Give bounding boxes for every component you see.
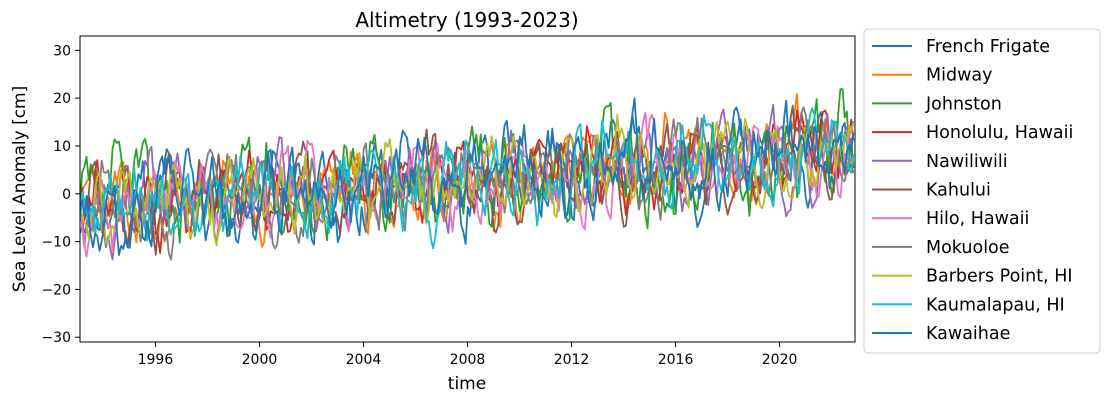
series-line (80, 99, 855, 256)
x-tick-label: 2012 (554, 352, 590, 368)
y-tick-label: 0 (62, 187, 71, 203)
x-tick-label: 2008 (450, 352, 486, 368)
y-axis: −30 −20 −10 0 10 20 30 (41, 43, 80, 346)
legend: French Frigate Midway Johnston Honolulu, Ha… (863, 28, 1101, 354)
legend-label: Mokuoloe (926, 238, 1010, 258)
legend-label: Nawiliwili (926, 152, 1008, 172)
legend-label: French Frigate (926, 37, 1050, 57)
y-axis-label: Sea Level Anomaly [cm] (10, 86, 30, 293)
legend-label: Johnston (925, 94, 1002, 114)
y-tick-label: 30 (53, 43, 71, 59)
legend-label: Kaumalapau, HI (926, 295, 1065, 315)
legend-label: Hilo, Hawaii (926, 209, 1029, 229)
x-tick-label: 2004 (346, 352, 382, 368)
legend-label: Midway (926, 66, 992, 86)
x-tick-label: 1996 (138, 352, 174, 368)
chart-title: Altimetry (1993-2023) (355, 8, 578, 32)
y-tick-label: 10 (53, 139, 71, 155)
series-layer (80, 88, 855, 261)
legend-label: Honolulu, Hawaii (926, 123, 1073, 143)
x-tick-label: 2000 (242, 352, 278, 368)
y-tick-label: −30 (41, 330, 71, 346)
legend-label: Kahului (926, 181, 991, 201)
y-tick-label: −20 (41, 282, 71, 298)
legend-box (863, 28, 1101, 354)
x-tick-label: 2020 (762, 352, 798, 368)
x-axis: 1996 2000 2004 2008 2012 2016 2020 (138, 342, 798, 368)
legend-label: Kawaihae (926, 324, 1010, 344)
x-tick-label: 2016 (658, 352, 694, 368)
x-axis-label: time (448, 374, 486, 394)
y-tick-label: −10 (41, 235, 71, 251)
legend-label: Barbers Point, HI (926, 267, 1073, 287)
y-tick-label: 20 (53, 91, 71, 107)
